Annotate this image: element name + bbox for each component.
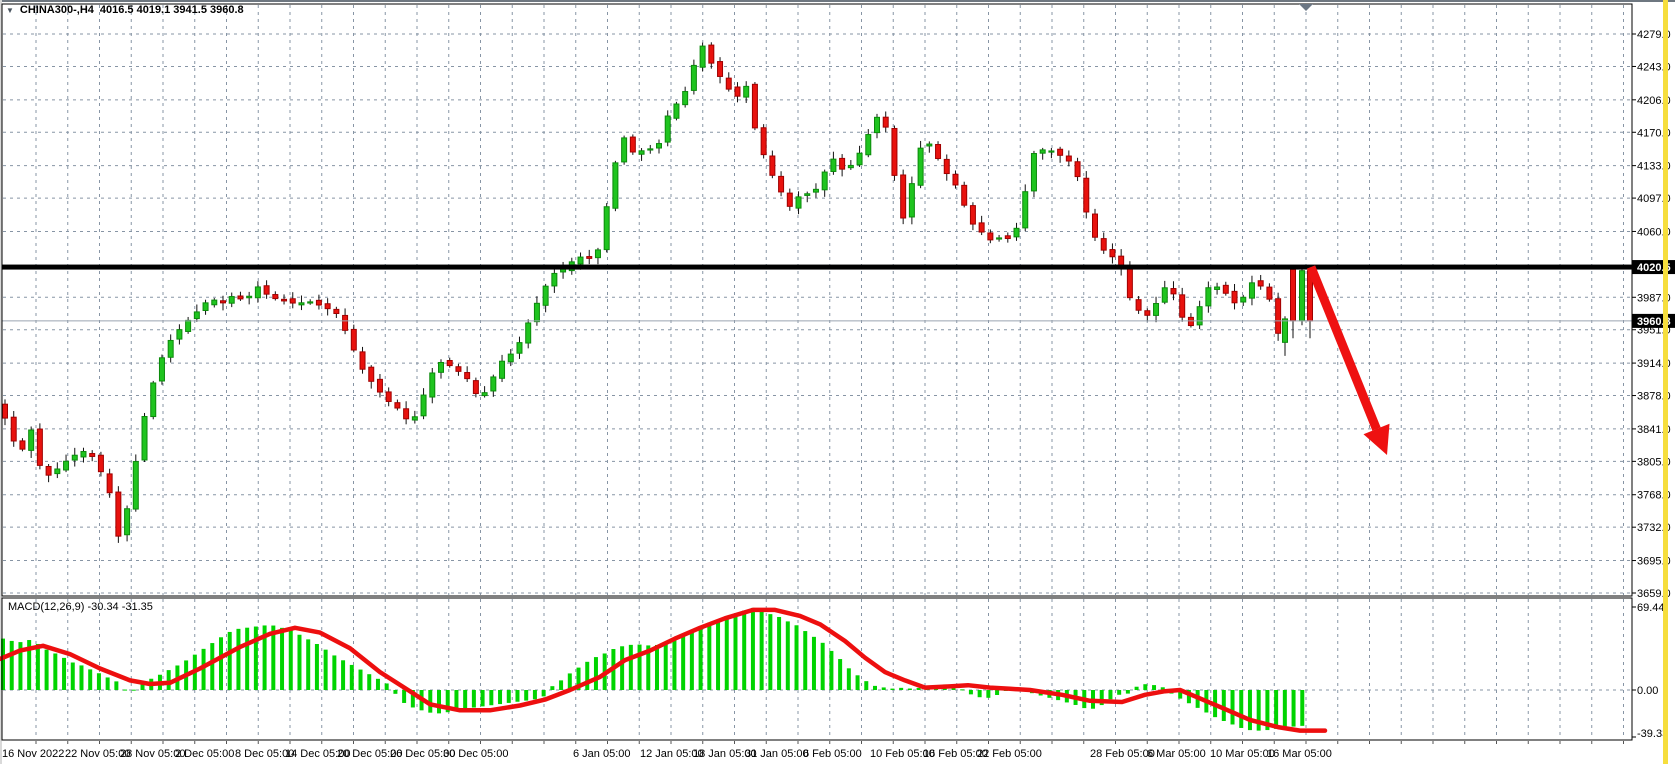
svg-text:4243.0: 4243.0 xyxy=(1637,61,1671,73)
svg-text:3878.0: 3878.0 xyxy=(1637,391,1671,403)
svg-text:31 Jan 05:00: 31 Jan 05:00 xyxy=(745,748,809,760)
svg-text:4097.0: 4097.0 xyxy=(1637,193,1671,205)
candlesticks xyxy=(2,42,1313,543)
macd-name: MACD(12,26,9) xyxy=(8,601,85,613)
trend-arrow-annotation[interactable] xyxy=(1306,265,1390,455)
svg-text:3732.0: 3732.0 xyxy=(1637,522,1671,534)
svg-text:16 Mar 05:00: 16 Mar 05:00 xyxy=(1267,748,1332,760)
macd-values: -30.34 -31.35 xyxy=(87,601,153,613)
svg-text:3914.0: 3914.0 xyxy=(1637,358,1671,370)
svg-text:4060.0: 4060.0 xyxy=(1637,226,1671,238)
hline-price-badge: 4020.5 xyxy=(1632,260,1675,275)
svg-text:14 Dec 05:00: 14 Dec 05:00 xyxy=(285,748,350,760)
svg-text:3841.0: 3841.0 xyxy=(1637,424,1671,436)
svg-text:22 Nov 05:00: 22 Nov 05:00 xyxy=(65,748,130,760)
svg-text:3659.0: 3659.0 xyxy=(1637,588,1671,600)
chart-title-bar: ▼ CHINA300-,H4 4016.5 4019.1 3941.5 3960… xyxy=(6,4,244,16)
svg-text:10 Mar 05:00: 10 Mar 05:00 xyxy=(1210,748,1275,760)
svg-text:-39.33: -39.33 xyxy=(1637,728,1668,740)
svg-text:3987.0: 3987.0 xyxy=(1637,292,1671,304)
svg-text:4020.5: 4020.5 xyxy=(1637,262,1671,274)
svg-text:26 Dec 05:00: 26 Dec 05:00 xyxy=(390,748,455,760)
svg-text:6 Mar 05:00: 6 Mar 05:00 xyxy=(1147,748,1206,760)
svg-text:28 Feb 05:00: 28 Feb 05:00 xyxy=(1090,748,1155,760)
current-price-badge: 3960.8 xyxy=(1632,313,1675,328)
svg-text:6 Jan 05:00: 6 Jan 05:00 xyxy=(573,748,631,760)
svg-text:16 Nov 2022: 16 Nov 2022 xyxy=(2,748,64,760)
svg-text:69.44: 69.44 xyxy=(1637,602,1665,614)
window-edge-highlight xyxy=(1663,0,1668,764)
svg-text:3805.0: 3805.0 xyxy=(1637,456,1671,468)
svg-text:4170.0: 4170.0 xyxy=(1637,127,1671,139)
svg-text:20 Dec 05:00: 20 Dec 05:00 xyxy=(337,748,402,760)
svg-text:0.00: 0.00 xyxy=(1637,685,1658,697)
svg-text:8 Dec 05:00: 8 Dec 05:00 xyxy=(235,748,294,760)
symbol-dropdown-icon[interactable]: ▼ xyxy=(6,6,14,15)
macd-signal-line xyxy=(0,607,1328,733)
svg-text:3695.0: 3695.0 xyxy=(1637,556,1671,568)
svg-text:28 Nov 05:00: 28 Nov 05:00 xyxy=(120,748,185,760)
svg-text:16 Feb 05:00: 16 Feb 05:00 xyxy=(923,748,988,760)
svg-text:6 Feb 05:00: 6 Feb 05:00 xyxy=(803,748,862,760)
svg-text:3768.0: 3768.0 xyxy=(1637,490,1671,502)
chart-shift-marker-icon[interactable] xyxy=(1299,4,1313,11)
svg-text:22 Feb 05:00: 22 Feb 05:00 xyxy=(977,748,1042,760)
ohlc-readout: 4016.5 4019.1 3941.5 3960.8 xyxy=(99,4,244,16)
svg-text:2 Dec 05:00: 2 Dec 05:00 xyxy=(175,748,234,760)
chart-borders xyxy=(1,3,1633,741)
svg-text:3960.8: 3960.8 xyxy=(1637,316,1671,328)
macd-indicator-label: MACD(12,26,9) -30.34 -31.35 xyxy=(8,601,153,613)
svg-text:12 Jan 05:00: 12 Jan 05:00 xyxy=(640,748,704,760)
svg-text:4133.0: 4133.0 xyxy=(1637,161,1671,173)
svg-text:10 Feb 05:00: 10 Feb 05:00 xyxy=(870,748,935,760)
svg-text:18 Jan 05:00: 18 Jan 05:00 xyxy=(693,748,757,760)
svg-text:4279.0: 4279.0 xyxy=(1637,29,1671,41)
svg-text:30 Dec 05:00: 30 Dec 05:00 xyxy=(443,748,508,760)
resistance-hline[interactable] xyxy=(2,264,1632,270)
symbol-period-label: CHINA300-,H4 xyxy=(19,4,94,16)
svg-text:4206.0: 4206.0 xyxy=(1637,95,1671,107)
price-level-lines xyxy=(2,264,1632,322)
